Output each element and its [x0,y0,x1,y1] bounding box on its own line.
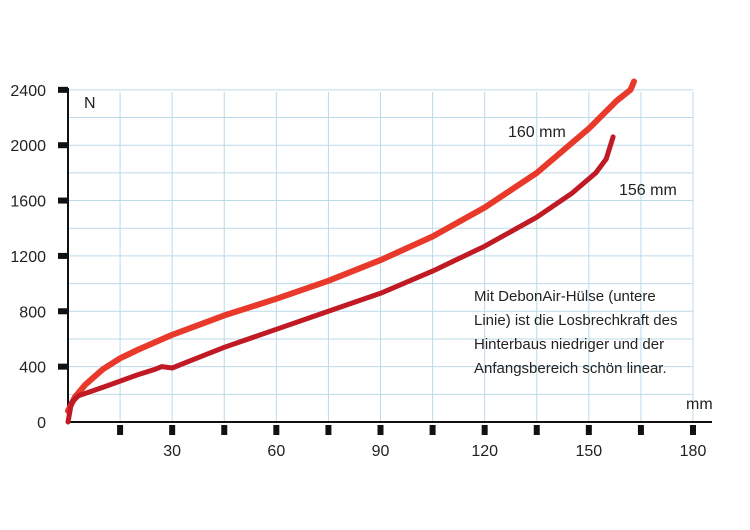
series-lines [65,78,637,425]
y-tick-mark [58,86,68,93]
x-tick-mark [325,425,332,435]
x-tick-mark [377,425,384,435]
tick-labels: 0 400 800 1200 1600 2000 2400 30 60 90 120 150 180 [10,83,706,460]
y-tick-label: 0 [37,415,46,432]
annotation-line-4: Anfangsbereich schön linear. [474,360,667,377]
y-tick-mark [58,308,68,315]
y-tick-label: 2400 [10,83,46,100]
x-tick-mark [429,425,436,435]
x-tick-mark [533,425,540,435]
x-tick-mark [637,425,644,435]
y-tick-label: 2000 [10,138,46,155]
annotation-box: Mit DebonAir-Hülse (untere Linie) ist di… [474,288,677,377]
series-line-156mm [65,134,616,425]
y-tick-mark [58,197,68,204]
x-tick-mark [169,425,176,435]
tick-marks [58,86,696,435]
annotation-line-1: Mit DebonAir-Hülse (untere [474,288,656,305]
series-line-160mm [65,78,637,414]
series-label-160mm: 160 mm [508,124,566,141]
y-tick-label: 1200 [10,249,46,266]
x-tick-label: 90 [372,443,390,460]
x-tick-mark [221,425,228,435]
x-unit-label: mm [686,396,713,413]
x-tick-label: 180 [680,443,707,460]
x-tick-label: 150 [575,443,602,460]
y-tick-label: 400 [19,360,46,377]
annotation-line-3: Hinterbaus niedriger und der [474,336,664,353]
x-tick-mark [117,425,124,435]
annotation-line-2: Linie) ist die Losbrechkraft des [474,312,677,329]
x-tick-label: 30 [163,443,181,460]
y-tick-mark [58,142,68,149]
x-tick-mark [690,425,696,435]
series-label-156mm: 156 mm [619,182,677,199]
x-tick-label: 60 [267,443,285,460]
x-tick-label: 120 [471,443,498,460]
x-tick-mark [273,425,280,435]
grid-lines [68,89,694,422]
y-tick-label: 800 [19,304,46,321]
y-tick-mark [58,252,68,259]
y-unit-label: N [84,95,96,112]
y-tick-label: 1600 [10,194,46,211]
x-tick-mark [481,425,488,435]
x-tick-mark [585,425,592,435]
y-tick-mark [58,363,68,370]
